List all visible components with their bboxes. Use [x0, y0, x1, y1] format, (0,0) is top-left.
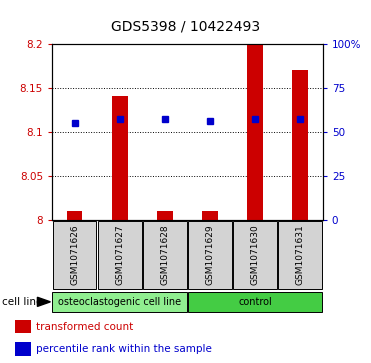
Text: GSM1071627: GSM1071627	[115, 225, 124, 285]
Bar	[14, 342, 30, 355]
Bar	[233, 221, 277, 289]
Text: GDS5398 / 10422493: GDS5398 / 10422493	[111, 20, 260, 34]
Bar	[247, 44, 263, 220]
Bar	[14, 320, 30, 333]
Bar	[188, 291, 322, 312]
Text: GSM1071629: GSM1071629	[206, 225, 214, 285]
Bar	[53, 221, 96, 289]
Text: percentile rank within the sample: percentile rank within the sample	[36, 344, 212, 354]
Bar	[98, 221, 142, 289]
Polygon shape	[37, 297, 50, 306]
Bar	[52, 291, 187, 312]
Bar	[157, 211, 173, 220]
Text: GSM1071626: GSM1071626	[70, 225, 79, 285]
Text: GSM1071628: GSM1071628	[160, 225, 169, 285]
Text: osteoclastogenic cell line: osteoclastogenic cell line	[58, 297, 181, 307]
Bar	[143, 221, 187, 289]
Text: GSM1071631: GSM1071631	[296, 225, 305, 285]
Text: cell line: cell line	[2, 297, 42, 307]
Text: control: control	[238, 297, 272, 307]
Bar	[112, 96, 128, 220]
Bar	[202, 211, 218, 220]
Text: GSM1071630: GSM1071630	[250, 225, 260, 285]
Bar	[67, 211, 82, 220]
Bar	[292, 70, 308, 220]
Text: transformed count: transformed count	[36, 322, 133, 332]
Bar	[278, 221, 322, 289]
Bar	[188, 221, 232, 289]
